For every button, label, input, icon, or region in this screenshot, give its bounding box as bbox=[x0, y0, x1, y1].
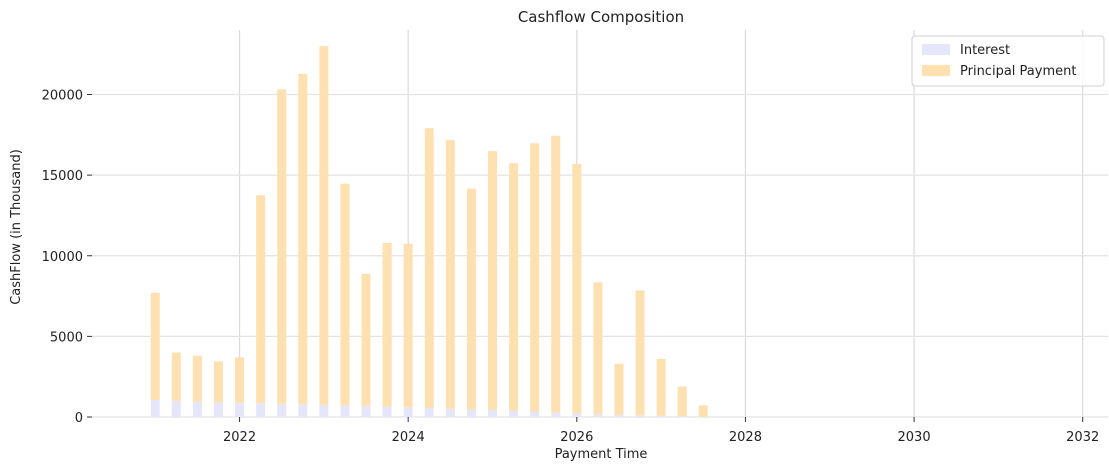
bar-interest bbox=[171, 400, 181, 417]
bar-principal-payment bbox=[635, 290, 645, 416]
y-tick-label: 15000 bbox=[42, 169, 83, 184]
bar-principal-payment bbox=[277, 89, 287, 404]
bar-principal-payment bbox=[361, 273, 371, 407]
y-axis-label: CashFlow (in Thousand) bbox=[9, 149, 24, 305]
bar-principal-payment bbox=[698, 405, 708, 417]
bar-principal-payment bbox=[424, 128, 434, 408]
bar-principal-payment bbox=[466, 188, 476, 410]
bar-principal-payment bbox=[572, 163, 582, 414]
x-tick-label: 2030 bbox=[898, 430, 931, 445]
bar-principal-payment bbox=[319, 46, 329, 405]
y-tick-label: 10000 bbox=[42, 250, 83, 265]
bar-interest bbox=[466, 409, 476, 417]
bar-principal-payment bbox=[530, 143, 540, 412]
bar-interest bbox=[319, 404, 329, 417]
bar-principal-payment bbox=[171, 352, 181, 401]
bar-principal-payment bbox=[150, 292, 160, 401]
y-tick-label: 0 bbox=[75, 411, 83, 426]
bar-interest bbox=[445, 408, 455, 417]
x-tick-label: 2028 bbox=[729, 430, 762, 445]
bar-interest bbox=[213, 402, 223, 417]
bar-principal-payment bbox=[445, 140, 455, 409]
x-axis-label: Payment Time bbox=[555, 447, 648, 462]
x-tick-label: 2022 bbox=[223, 430, 256, 445]
bar-principal-payment bbox=[403, 243, 413, 408]
legend-box bbox=[911, 35, 1105, 87]
legend-label-principal-payment: Principal Payment bbox=[960, 64, 1076, 79]
bar-interest bbox=[298, 404, 308, 417]
y-axis-ticks: 0 5000 10000 15000 20000 bbox=[42, 89, 92, 426]
bar-interest bbox=[656, 415, 666, 417]
legend: Interest Principal Payment bbox=[911, 35, 1105, 87]
x-tick-label: 2024 bbox=[392, 430, 425, 445]
bar-principal-payment bbox=[192, 355, 202, 402]
bar-principal-payment bbox=[509, 163, 519, 411]
bar-interest bbox=[530, 411, 540, 417]
bar-principal-payment bbox=[614, 363, 624, 415]
bar-interest bbox=[235, 402, 245, 417]
bar-principal-payment bbox=[298, 73, 308, 405]
x-axis-ticks: 2022 2024 2026 2028 2030 2032 bbox=[223, 417, 1099, 445]
bar-principal-payment bbox=[487, 151, 497, 411]
bar-interest bbox=[403, 407, 413, 417]
chart-title: Cashflow Composition bbox=[518, 8, 684, 26]
bar-principal-payment bbox=[593, 282, 603, 415]
x-tick-label: 2026 bbox=[560, 430, 593, 445]
bar-principal-payment bbox=[235, 357, 245, 403]
bar-interest bbox=[677, 416, 687, 417]
bar-principal-payment bbox=[213, 361, 223, 403]
bar-principal-payment bbox=[256, 195, 266, 404]
bar-interest bbox=[572, 413, 582, 417]
legend-swatch-principal-payment bbox=[922, 65, 950, 76]
bar-interest bbox=[614, 414, 624, 417]
bar-interest bbox=[256, 403, 266, 417]
bar-principal-payment bbox=[677, 386, 687, 417]
legend-label-interest: Interest bbox=[960, 43, 1010, 58]
bar-interest bbox=[277, 403, 287, 417]
y-tick-label: 20000 bbox=[42, 89, 83, 104]
bar-principal-payment bbox=[551, 135, 561, 413]
bar-interest bbox=[635, 415, 645, 417]
bar-interest bbox=[361, 406, 371, 417]
bar-principal-payment bbox=[656, 358, 666, 416]
bar-interest bbox=[593, 414, 603, 417]
bar-interest bbox=[424, 407, 434, 417]
y-tick-label: 5000 bbox=[50, 330, 83, 345]
bar-interest bbox=[551, 412, 561, 417]
bar-interest bbox=[192, 401, 202, 417]
bar-interest bbox=[487, 410, 497, 417]
bar-interest bbox=[340, 405, 350, 417]
bar-principal-payment bbox=[340, 183, 350, 406]
bar-interest bbox=[382, 406, 392, 417]
bar-interest bbox=[509, 410, 519, 417]
bar-principal-payment bbox=[382, 243, 392, 407]
bars bbox=[150, 46, 708, 417]
legend-swatch-interest bbox=[922, 44, 950, 55]
x-tick-label: 2032 bbox=[1066, 430, 1099, 445]
bar-interest bbox=[150, 400, 160, 417]
